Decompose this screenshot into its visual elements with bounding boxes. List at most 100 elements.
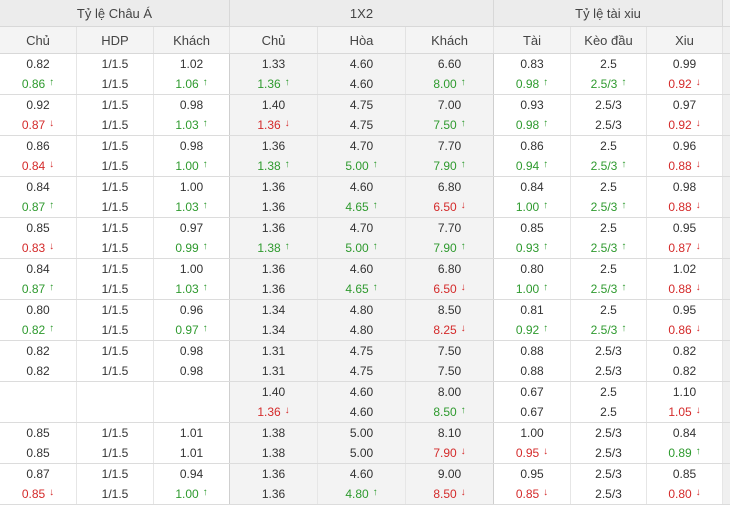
scrollbar-gutter: [723, 423, 730, 463]
opening-odds-value: 0.88: [520, 341, 543, 361]
odds-text: 1.36: [261, 282, 286, 296]
odds-text: 0.82: [26, 57, 50, 71]
current-odds-value: 1.34: [262, 320, 285, 340]
opening-odds-value: 0.82: [26, 341, 49, 361]
opening-odds-value: 2.5/3: [595, 464, 622, 484]
odds-text: 0.86: [520, 139, 544, 153]
odds-text: 0.82: [26, 364, 50, 378]
table-row[interactable]: 0.82 0.82 1/1.5 1/1.5 0.98 0.98 1.31 1.31 4.75 4.…: [0, 341, 730, 382]
table-row[interactable]: 0.85 0.85 1/1.5 1/1.5 1.01 1.01 1.38 1.38 5.00 5.…: [0, 423, 730, 464]
odds-text: 0.98: [179, 98, 204, 112]
cell-home: 0.82 0.82: [0, 341, 77, 381]
table-row[interactable]: 0.85 0.83 ↓ 1/1.5 1/1.5 0.97 0.99 ↑ 1.36 1.38 ↑ 4.7…: [0, 218, 730, 259]
cell-1x2-away: 6.80 6.50 ↓: [406, 177, 494, 217]
scrollbar-gutter: [723, 464, 730, 504]
opening-odds-value: 4.70: [350, 136, 373, 156]
arrow-up-icon: ↑: [621, 282, 627, 293]
table-row[interactable]: 0.84 0.87 ↑ 1/1.5 1/1.5 1.00 1.03 ↑ 1.36 1.36 4.60…: [0, 259, 730, 300]
arrow-up-icon: ↑: [202, 200, 208, 211]
odds-text: 8.50: [433, 487, 457, 501]
odds-text: 1/1.5: [101, 200, 129, 214]
current-odds-value: 1.05 ↓: [668, 402, 700, 422]
odds-text: 1/1.5: [101, 364, 129, 378]
odds-text: 1.38: [261, 426, 286, 440]
odds-text: 0.96: [672, 139, 697, 153]
odds-text: 6.50: [433, 200, 457, 214]
table-row[interactable]: 0.84 0.87 ↑ 1/1.5 1/1.5 1.00 1.03 ↑ 1.36 1.36 4.60…: [0, 177, 730, 218]
current-odds-value: 8.50 ↓: [433, 484, 465, 504]
odds-text: 0.85: [21, 487, 46, 501]
odds-text: 7.70: [437, 139, 462, 153]
opening-odds-value: 0.86: [26, 136, 49, 156]
odds-text: 0.93: [520, 98, 544, 112]
cell-1x2-away: 7.70 7.90 ↑: [406, 136, 494, 176]
odds-text: 0.88: [520, 364, 544, 378]
odds-text: 1/1.5: [101, 139, 129, 153]
current-odds-value: 0.88 ↓: [668, 197, 700, 217]
odds-text: 0.84: [21, 159, 46, 173]
table-row[interactable]: 0.82 0.86 ↑ 1/1.5 1/1.5 1.02 1.06 ↑ 1.33 1.36 ↑ 4.6…: [0, 54, 730, 95]
current-odds-value: 1.00 ↑: [516, 197, 548, 217]
odds-text: 4.60: [349, 262, 374, 276]
table-row[interactable]: 1.40 1.36 ↓ 4.60 4.60 8.00 8.50 ↑ 0.67 0.67 2.5 2.5…: [0, 382, 730, 423]
odds-text: 7.50: [437, 344, 462, 358]
opening-odds-value: 0.85: [520, 218, 543, 238]
scrollbar-gutter: [723, 382, 730, 422]
arrow-up-icon: ↑: [284, 241, 290, 252]
cell-1x2-home: 1.36 1.38 ↑: [230, 218, 318, 258]
odds-text: 0.92: [515, 323, 540, 337]
odds-text: 0.86: [21, 77, 46, 91]
odds-text: 6.60: [437, 57, 462, 71]
col-header-1x2-home: Chủ: [230, 27, 318, 53]
cell-over: 0.86 0.94 ↑: [494, 136, 571, 176]
cell-home: 0.85 0.83 ↓: [0, 218, 77, 258]
arrow-down-icon: ↓: [49, 487, 55, 498]
odds-text: 0.87: [21, 282, 46, 296]
arrow-up-icon: ↑: [460, 241, 466, 252]
cell-draw: 4.75 4.75: [318, 341, 406, 381]
opening-odds-value: 2.5: [600, 54, 617, 74]
cell-home: [0, 382, 77, 422]
arrow-down-icon: ↓: [695, 405, 701, 416]
arrow-up-icon: ↑: [372, 200, 378, 211]
table-row[interactable]: 0.87 0.85 ↓ 1/1.5 1/1.5 0.94 1.00 ↑ 1.36 1.36 4.60…: [0, 464, 730, 505]
opening-odds-value: 0.84: [26, 259, 49, 279]
opening-odds-value: 1.36: [262, 218, 285, 238]
cell-draw: 4.70 5.00 ↑: [318, 136, 406, 176]
opening-odds-value: 1.10: [673, 382, 696, 402]
arrow-up-icon: ↑: [543, 77, 549, 88]
table-row[interactable]: 0.86 0.84 ↓ 1/1.5 1/1.5 0.98 1.00 ↑ 1.36 1.38 ↑ 4.7…: [0, 136, 730, 177]
current-odds-value: 1.01: [180, 443, 203, 463]
cell-under: 0.97 0.92 ↓: [647, 95, 723, 135]
arrow-up-icon: ↑: [202, 241, 208, 252]
current-odds-value: 1.36 ↓: [257, 402, 289, 422]
opening-odds-value: 0.80: [520, 259, 543, 279]
odds-text: 8.10: [437, 426, 462, 440]
odds-text: 1.36: [257, 77, 281, 91]
cell-over: 0.95 0.85 ↓: [494, 464, 571, 504]
current-odds-value: 0.98: [180, 361, 203, 381]
table-row[interactable]: 0.80 0.82 ↑ 1/1.5 1/1.5 0.96 0.97 ↑ 1.34 1.34 4.80…: [0, 300, 730, 341]
opening-odds-value: 0.81: [520, 300, 543, 320]
odds-text: 8.50: [437, 303, 462, 317]
odds-text: 0.94: [179, 467, 204, 481]
current-odds-value: 1/1.5: [102, 156, 129, 176]
odds-text: 0.86: [668, 323, 692, 337]
odds-text: 1.06: [175, 77, 199, 91]
arrow-up-icon: ↑: [372, 282, 378, 293]
current-odds-value: 0.82: [26, 361, 49, 381]
current-odds-value: 6.50 ↓: [433, 197, 465, 217]
odds-text: 0.95: [520, 467, 544, 481]
cell-over: 0.88 0.88: [494, 341, 571, 381]
current-odds-value: 4.80 ↑: [345, 484, 377, 504]
opening-odds-value: 2.5: [600, 300, 617, 320]
table-row[interactable]: 0.92 0.87 ↓ 1/1.5 1/1.5 0.98 1.03 ↑ 1.40 1.36 ↓ 4.7…: [0, 95, 730, 136]
arrow-down-icon: ↓: [49, 118, 55, 129]
cell-over: 0.83 0.98 ↑: [494, 54, 571, 94]
odds-text: 1.03: [175, 200, 199, 214]
odds-text: 1.10: [672, 385, 697, 399]
cell-over: 0.67 0.67: [494, 382, 571, 422]
current-odds-value: 1.36: [262, 197, 285, 217]
odds-text: 0.92: [26, 98, 50, 112]
cell-home: 0.87 0.85 ↓: [0, 464, 77, 504]
